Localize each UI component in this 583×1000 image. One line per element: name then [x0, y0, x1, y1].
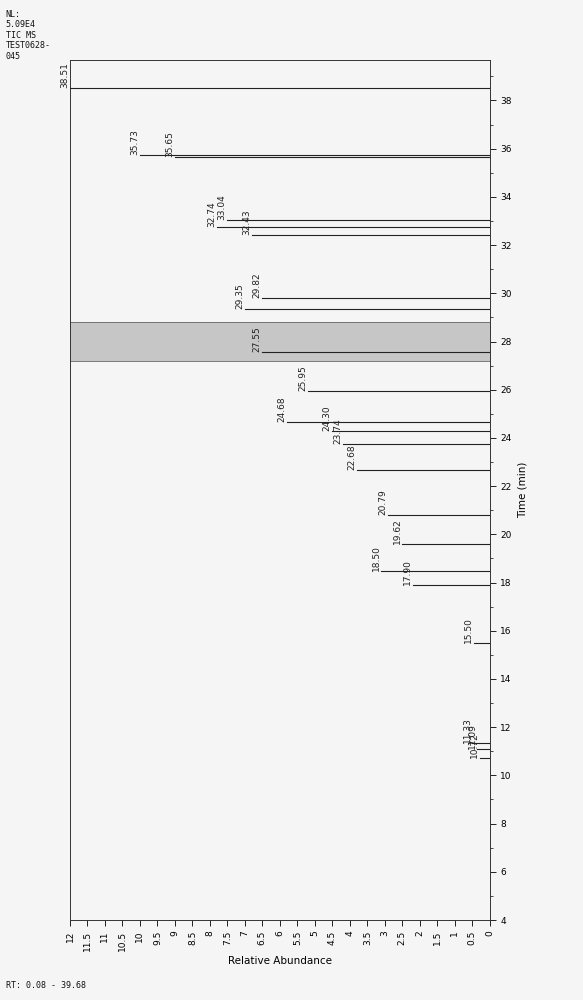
- Text: 32.43: 32.43: [242, 209, 251, 235]
- Y-axis label: Time (min): Time (min): [517, 462, 527, 518]
- Text: 11.09: 11.09: [468, 723, 477, 749]
- Text: 27.55: 27.55: [252, 327, 262, 352]
- Text: 25.95: 25.95: [298, 365, 307, 391]
- Text: 17.90: 17.90: [403, 559, 412, 585]
- Text: NL:
5.09E4
TIC MS
TEST0628-
045: NL: 5.09E4 TIC MS TEST0628- 045: [6, 10, 51, 61]
- Text: 38.51: 38.51: [60, 62, 69, 88]
- Text: 29.82: 29.82: [252, 272, 262, 298]
- Text: 33.04: 33.04: [217, 194, 227, 220]
- Text: 24.30: 24.30: [322, 405, 332, 431]
- Text: 19.62: 19.62: [392, 518, 402, 544]
- Text: RT: 0.08 - 39.68: RT: 0.08 - 39.68: [6, 981, 86, 990]
- Text: 35.65: 35.65: [165, 131, 174, 157]
- Text: 35.73: 35.73: [130, 129, 139, 155]
- Text: 22.68: 22.68: [347, 444, 356, 470]
- Text: 18.50: 18.50: [371, 545, 381, 571]
- Text: 32.74: 32.74: [207, 202, 216, 227]
- Text: 20.79: 20.79: [378, 490, 388, 515]
- Text: 11.33: 11.33: [462, 717, 472, 743]
- Text: 24.68: 24.68: [277, 396, 286, 422]
- Text: 15.50: 15.50: [464, 617, 473, 643]
- Text: 23.74: 23.74: [333, 419, 342, 444]
- Text: 10.72: 10.72: [470, 732, 479, 758]
- Text: 29.35: 29.35: [235, 283, 244, 309]
- X-axis label: Relative Abundance: Relative Abundance: [228, 956, 332, 966]
